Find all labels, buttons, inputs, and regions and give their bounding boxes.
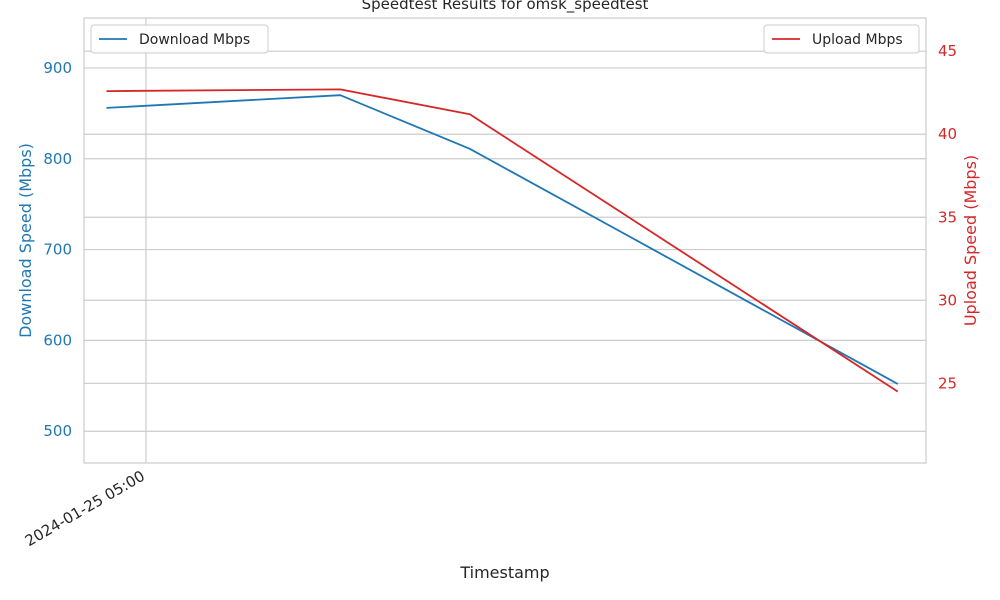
chart-title: Speedtest Results for omsk_speedtest	[362, 0, 649, 14]
right-axis-label: Upload Speed (Mbps)	[961, 155, 980, 326]
legend-layer: Download Mbps Upload Mbps	[90, 24, 920, 54]
right-tick-label: 25	[938, 374, 957, 392]
left-axis-label: Download Speed (Mbps)	[16, 143, 35, 338]
left-tick-label: 700	[43, 241, 72, 259]
axis-layer: 500 600 700 800 900 25 30 35 40 45 2024-01-25 05:0…	[22, 42, 957, 550]
right-tick-label: 35	[938, 208, 957, 226]
right-tick-label: 40	[938, 125, 957, 143]
left-tick-label: 600	[43, 331, 72, 349]
plot-frame	[83, 17, 927, 464]
x-tick-label: 2024-01-25 05:00	[22, 467, 148, 550]
series-line-download	[106, 94, 899, 385]
legend-box	[90, 24, 269, 54]
right-tick-label: 30	[938, 291, 957, 309]
left-tick-label: 800	[43, 150, 72, 168]
legend-upper-right: Upload Mbps	[763, 24, 920, 54]
x-axis-label: Timestamp	[459, 563, 549, 582]
left-tick-label: 500	[43, 422, 72, 440]
left-tick-label: 900	[43, 59, 72, 77]
legend-box	[763, 24, 920, 54]
legend-label: Download Mbps	[139, 32, 250, 48]
grid-layer	[84, 18, 926, 463]
series-layer	[106, 88, 899, 393]
series-line-upload	[106, 88, 899, 393]
legend-upper-left: Download Mbps	[90, 24, 269, 54]
right-tick-label: 45	[938, 42, 957, 60]
legend-label: Upload Mbps	[812, 32, 903, 48]
